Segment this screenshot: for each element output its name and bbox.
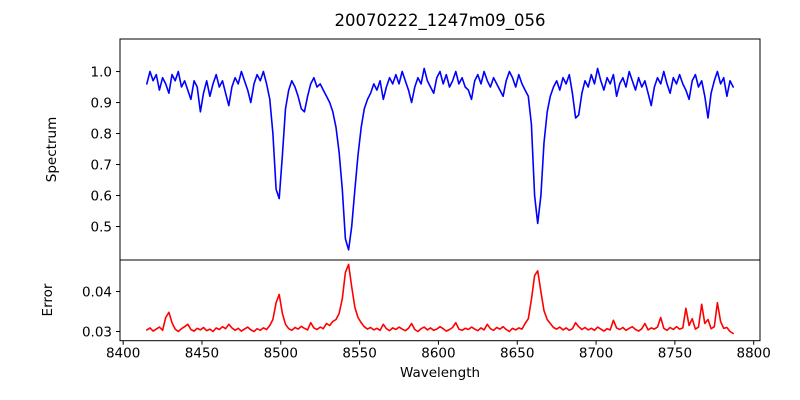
x-axis-label: Wavelength xyxy=(400,365,480,381)
spectrum-y-tick-label: 0.5 xyxy=(91,219,112,235)
spectrum-y-tick-label: 1.0 xyxy=(91,64,112,80)
x-tick-label: 8800 xyxy=(737,346,771,362)
spectrum-y-tick-label: 0.9 xyxy=(91,95,112,111)
x-tick-label: 8700 xyxy=(579,346,613,362)
x-tick-label: 8650 xyxy=(500,346,534,362)
axes-group: 0.5 0.6 0.7 0.8 0.9 1.0 0.03 0.04 8400 8450 8500 85… xyxy=(82,38,771,362)
chart-title: 20070222_1247m09_056 xyxy=(334,11,545,31)
x-tick-label: 8750 xyxy=(658,346,692,362)
y-axis-label-spectrum: Spectrum xyxy=(44,117,60,182)
spectrum-y-tick-label: 0.6 xyxy=(91,188,112,204)
x-axis-ticks: 8400 8450 8500 8550 8600 8650 8700 8750 8800 xyxy=(106,340,771,362)
x-tick-label: 8550 xyxy=(342,346,376,362)
error-panel: 0.03 0.04 xyxy=(82,259,761,342)
spectrum-line xyxy=(146,67,735,251)
error-y-tick-label: 0.03 xyxy=(82,324,112,340)
x-tick-label: 8450 xyxy=(185,346,219,362)
error-y-tick-label: 0.04 xyxy=(82,284,112,300)
x-tick-label: 8600 xyxy=(421,346,455,362)
spectrum-y-tick-label: 0.7 xyxy=(91,157,112,173)
y-axis-label-error: Error xyxy=(40,283,56,316)
x-tick-label: 8500 xyxy=(264,346,298,362)
spectrum-panel: 0.5 0.6 0.7 0.8 0.9 1.0 xyxy=(91,38,761,261)
x-tick-label: 8400 xyxy=(106,346,140,362)
error-line xyxy=(146,263,735,335)
error-axes-frame xyxy=(119,259,761,342)
spectrum-y-tick-label: 0.8 xyxy=(91,126,112,142)
